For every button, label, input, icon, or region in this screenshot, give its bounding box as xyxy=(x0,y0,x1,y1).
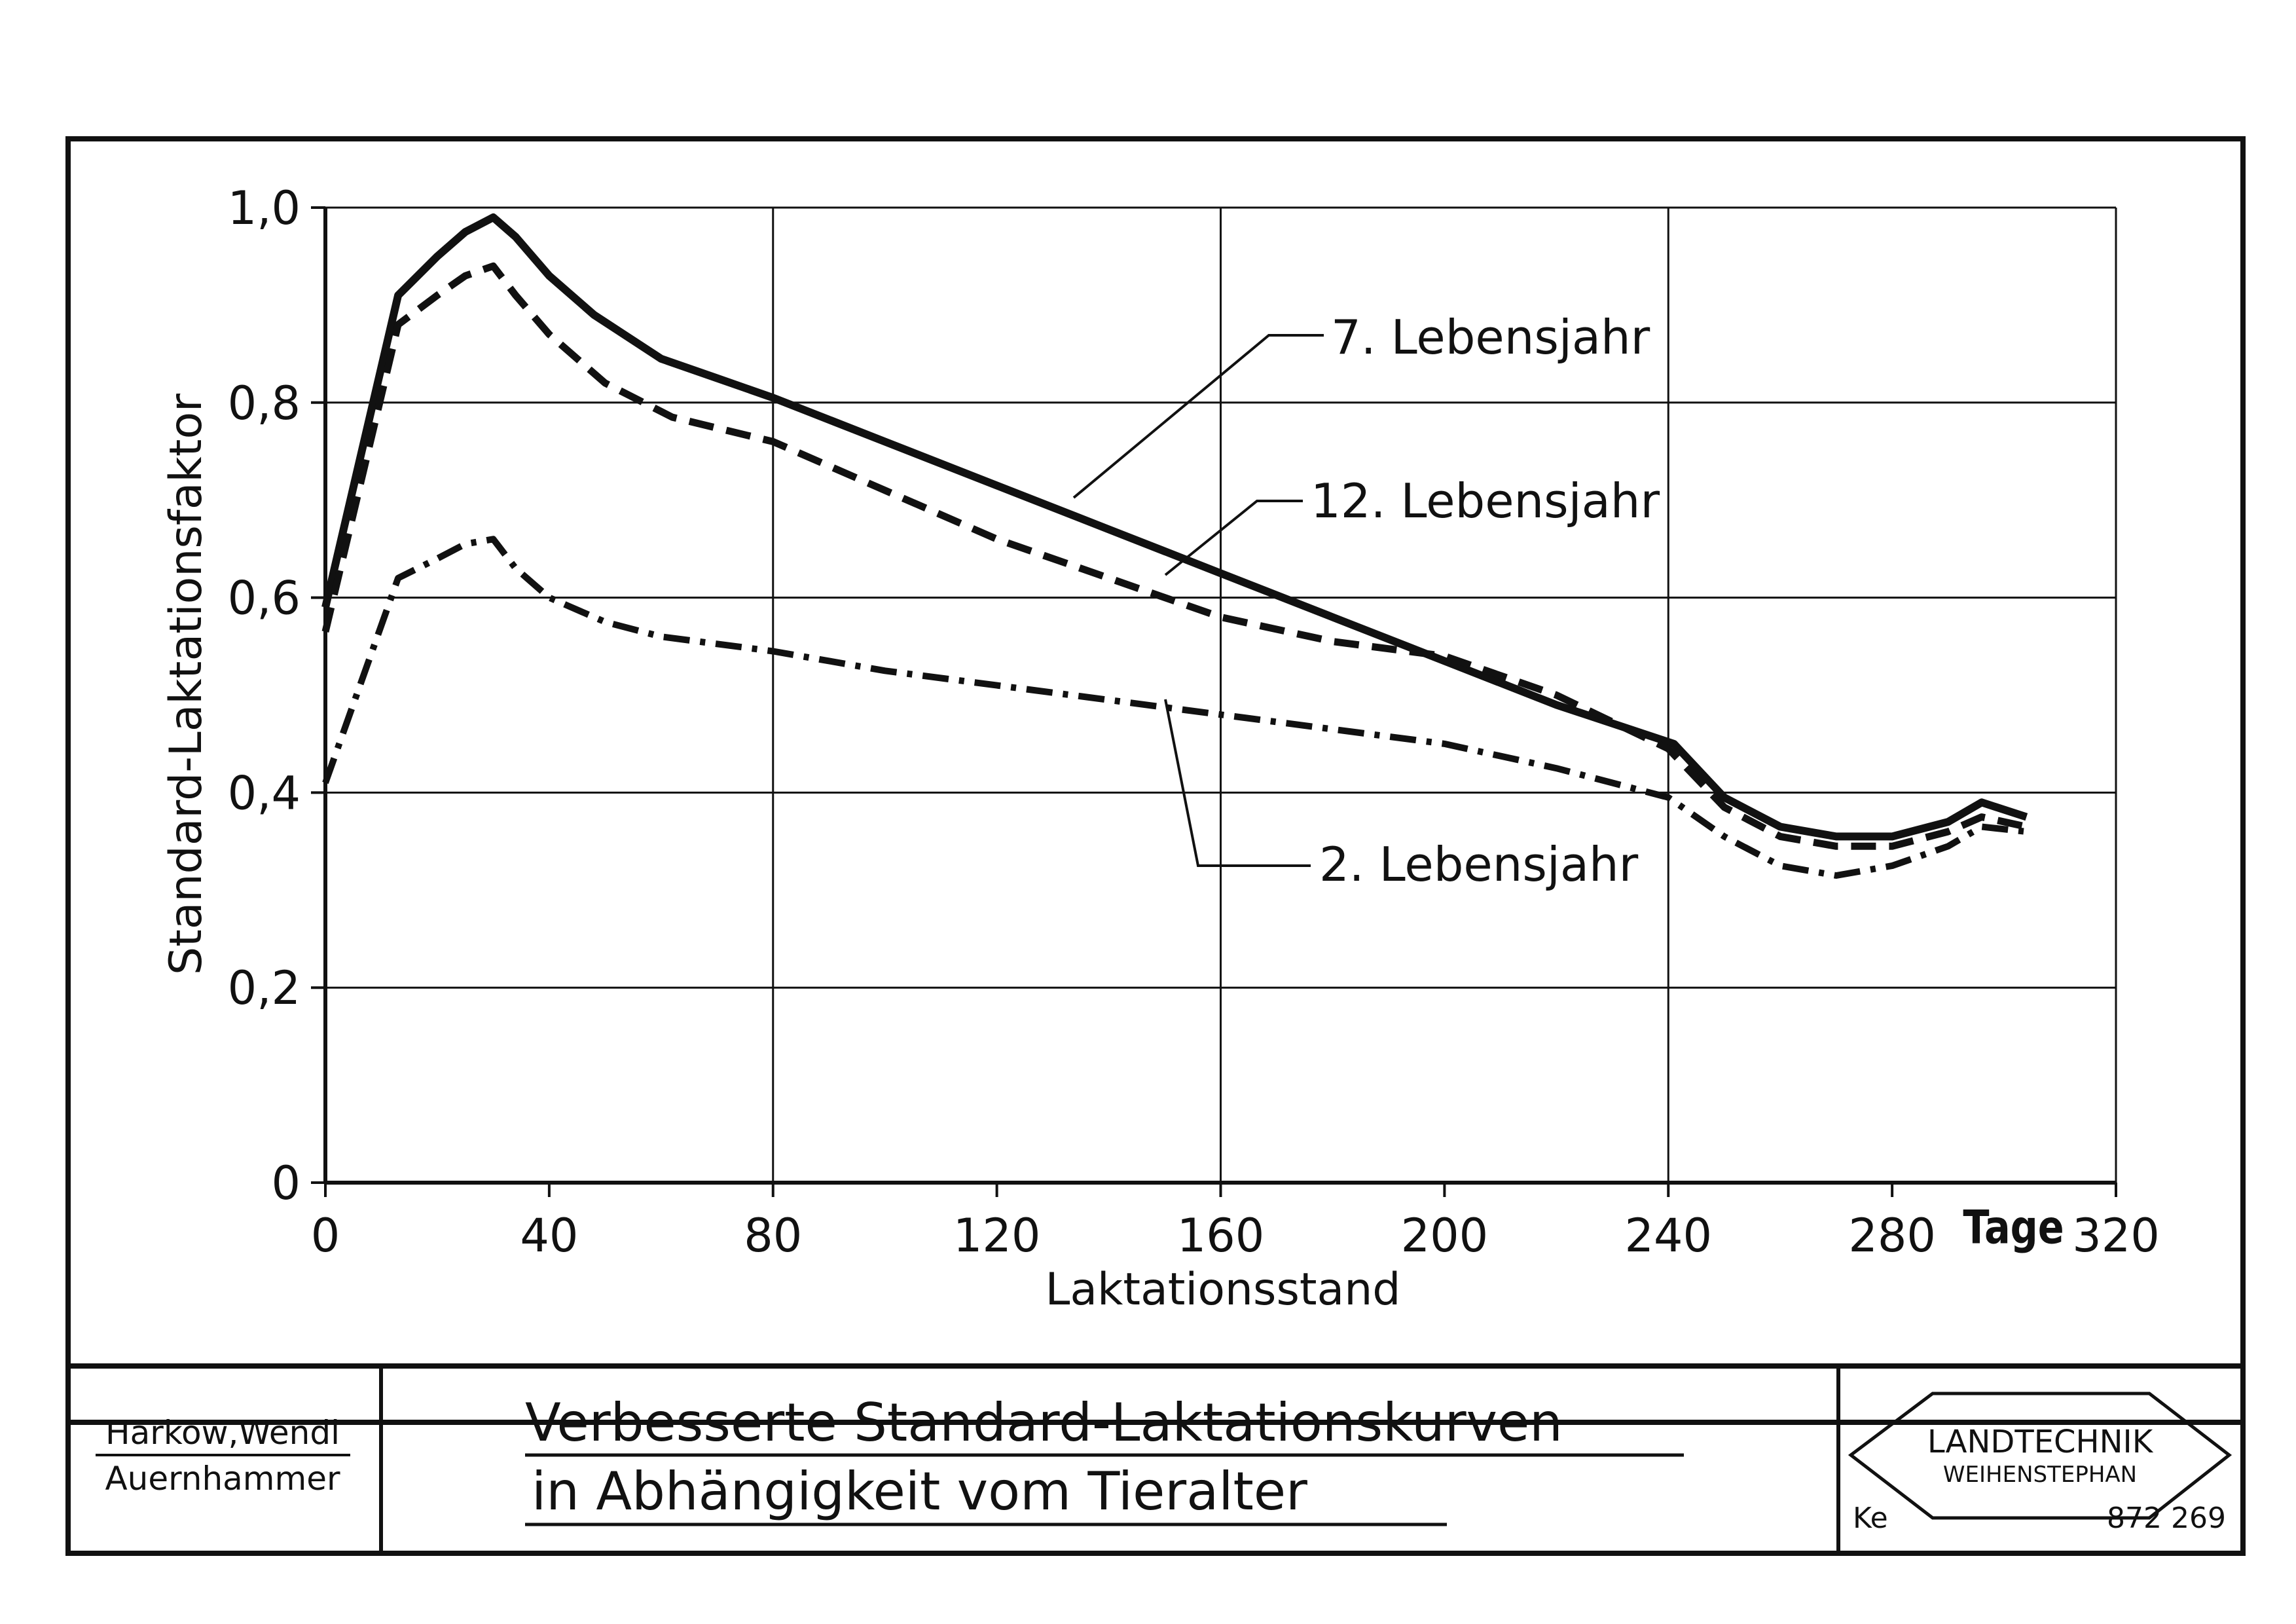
drawing-title-line-2: in Abhängigkeit vom Tieralter xyxy=(532,1461,1307,1522)
chart-grid xyxy=(323,206,2117,1185)
y-tick-label: 0,6 xyxy=(228,572,301,625)
y-tick-label: 1,0 xyxy=(228,181,301,235)
authors-cell: Harkow,Wendl Auernhammer xyxy=(96,1414,350,1498)
y-axis-label: Standard-Laktationsfaktor xyxy=(160,394,212,975)
authors-line-1: Harkow,Wendl xyxy=(105,1414,340,1452)
institute-logo: LANDTECHNIK WEIHENSTEPHAN xyxy=(1848,1392,2232,1520)
drawing-number: 872 269 xyxy=(2107,1502,2226,1535)
lactation-chart: 0 40 80 120 160 200 240 280 320 0 0,2 0,4 0,6 0,8 1,0… xyxy=(160,181,2160,1316)
y-axis-ticks: 0 0,2 0,4 0,6 0,8 1,0 xyxy=(228,181,325,1210)
y-tick-label: 0,8 xyxy=(228,377,301,430)
leader-line xyxy=(1164,500,1303,576)
logo-hexagon-outline xyxy=(1848,1392,2232,1520)
drawing-title-line-1: Verbesserte Standard-Laktationskurven xyxy=(525,1392,1563,1453)
x-tick-label: 160 xyxy=(1177,1209,1265,1263)
series-label: 12. Lebensjahr xyxy=(1311,473,1660,528)
x-axis-unit: Tage xyxy=(1963,1202,2064,1255)
series-label: 2. Lebensjahr xyxy=(1319,837,1639,892)
logo-line-1: LANDTECHNIK xyxy=(1927,1424,2154,1460)
x-tick-label: 240 xyxy=(1624,1209,1712,1263)
curve-dash-dot xyxy=(322,536,2027,879)
drawing-code-left: Ke xyxy=(1853,1502,1888,1535)
outer-frame xyxy=(65,136,2246,1425)
x-axis-ticks: 0 40 80 120 160 200 240 280 320 xyxy=(311,1183,2160,1263)
x-tick-label: 120 xyxy=(953,1209,1041,1263)
x-tick-label: 320 xyxy=(2072,1209,2160,1263)
curve-dashed xyxy=(321,262,2028,850)
series-labels: 7. Lebensjahr 12. Lebensjahr 2. Lebensjahr xyxy=(1311,310,1660,892)
authors-line-2: Auernhammer xyxy=(105,1460,340,1498)
x-tick-label: 200 xyxy=(1401,1209,1489,1263)
curve-solid xyxy=(321,213,2028,841)
x-tick-label: 0 xyxy=(311,1209,340,1263)
y-tick-label: 0,4 xyxy=(228,766,301,820)
x-tick-label: 280 xyxy=(1848,1209,1936,1263)
leader-line xyxy=(1072,334,1324,499)
chart-curves xyxy=(321,213,2028,879)
x-axis-label: Laktationsstand xyxy=(1046,1264,1401,1316)
logo-line-2: WEIHENSTEPHAN xyxy=(1943,1462,2137,1488)
title-block-frame xyxy=(65,1363,2246,1556)
label-leaders xyxy=(1072,334,1324,867)
y-tick-label: 0 xyxy=(271,1156,301,1210)
x-tick-label: 80 xyxy=(744,1209,802,1263)
leader-line xyxy=(1164,699,1311,867)
title-cell: Verbesserte Standard-Laktationskurven in… xyxy=(525,1392,1684,1526)
x-tick-label: 40 xyxy=(520,1209,578,1263)
series-label: 7. Lebensjahr xyxy=(1331,310,1650,365)
y-tick-label: 0,2 xyxy=(228,961,301,1015)
